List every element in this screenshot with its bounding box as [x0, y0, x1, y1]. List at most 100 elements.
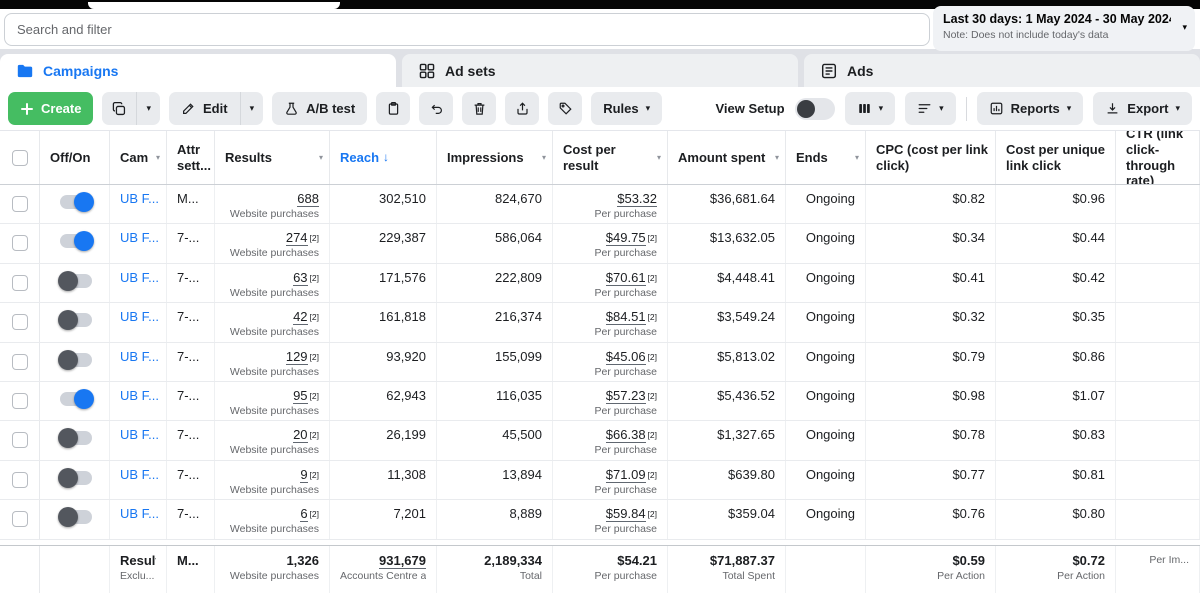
date-range-picker[interactable]: Last 30 days: 1 May 2024 - 30 May 2024 N…	[933, 6, 1195, 51]
duplicate-button[interactable]	[102, 92, 137, 125]
col-header-impressions[interactable]: Impressions ▾	[437, 131, 553, 184]
results-value[interactable]: 274	[285, 230, 308, 247]
edit-dropdown[interactable]: ▾	[239, 92, 264, 125]
col-header-cost-per-result[interactable]: Cost per result ▾	[553, 131, 668, 184]
col-header-reach[interactable]: Reach ↓	[330, 131, 437, 184]
campaign-name-link[interactable]: UB F...	[120, 506, 160, 522]
campaign-name-link[interactable]: UB F...	[120, 387, 160, 403]
rules-button[interactable]: Rules ▾	[591, 92, 663, 125]
select-all-checkbox[interactable]	[11, 149, 28, 166]
row-checkbox[interactable]	[11, 196, 28, 212]
campaign-toggle[interactable]	[58, 467, 92, 488]
export-button[interactable]: Export ▾	[1093, 92, 1192, 125]
col-header-results[interactable]: Results ▾	[215, 131, 330, 184]
chevron-down-icon: ▾	[645, 103, 651, 113]
cpc-cell: $0.41	[866, 263, 996, 303]
results-value[interactable]: 129	[285, 348, 308, 365]
row-checkbox[interactable]	[11, 274, 28, 291]
ctr-cell	[1116, 303, 1200, 342]
row-checkbox[interactable]	[11, 314, 28, 331]
col-header-amount-spent[interactable]: Amount spent ▾	[668, 131, 786, 184]
col-header-cpc[interactable]: CPC (cost per link click)	[866, 131, 996, 184]
delete-button[interactable]	[462, 92, 497, 125]
amount-spent-cell: $13,632.05	[668, 224, 786, 263]
results-value[interactable]: 688	[297, 191, 319, 207]
campaign-name-link[interactable]: UB F...	[120, 466, 160, 482]
row-checkbox[interactable]	[11, 432, 28, 449]
tab-adsets[interactable]: Ad sets	[402, 54, 798, 87]
create-button[interactable]: Create	[8, 92, 94, 125]
row-checkbox[interactable]	[11, 392, 28, 409]
cost-per-result-value[interactable]: $71.09	[605, 466, 646, 483]
totals-attr-cell: M...	[167, 546, 215, 593]
campaign-name-link[interactable]: UB F...	[120, 191, 160, 206]
edit-button[interactable]: Edit	[169, 92, 240, 125]
impressions-value: 116,035	[495, 387, 542, 403]
results-value[interactable]: 6	[300, 506, 308, 523]
undo-button[interactable]	[419, 92, 454, 125]
cpc-cell: $0.79	[866, 342, 996, 381]
tab-campaigns[interactable]: Campaigns	[0, 54, 396, 87]
table-row: UB F... 7-... 129 [2] Website purchases 9…	[0, 342, 1200, 382]
campaign-toggle[interactable]	[58, 349, 92, 370]
reports-button[interactable]: Reports ▾	[976, 92, 1084, 125]
totals-results-cell: 1,326 Website purchases	[215, 546, 330, 593]
results-value[interactable]: 42	[293, 309, 308, 326]
col-header-ctr[interactable]: CTR (link click-through rate)	[1116, 131, 1200, 184]
cost-per-result-value[interactable]: $57.23	[605, 387, 646, 404]
ends-value: Ongoing	[805, 466, 855, 482]
cost-sublabel: Per purchase	[594, 365, 657, 378]
cost-sublabel: Per purchase	[594, 208, 657, 220]
campaign-toggle[interactable]	[60, 231, 94, 252]
campaign-toggle[interactable]	[58, 428, 92, 449]
results-value[interactable]: 20	[293, 427, 308, 444]
row-checkbox[interactable]	[11, 511, 28, 528]
campaign-toggle[interactable]	[58, 310, 92, 331]
campaign-name-link[interactable]: UB F...	[120, 309, 160, 325]
download-icon	[1107, 103, 1118, 114]
row-checkbox[interactable]	[11, 235, 28, 252]
amount-spent-value: $5,813.02	[717, 348, 775, 364]
cost-per-result-value[interactable]: $49.75	[605, 230, 646, 247]
date-range-label: Last 30 days: 1 May 2024 - 30 May 2024	[943, 12, 1171, 26]
cost-per-result-value[interactable]: $66.38	[605, 427, 646, 444]
breakdown-button[interactable]: ▾	[905, 92, 956, 125]
search-input[interactable]	[4, 12, 930, 46]
cost-per-unique-click-cell: $0.83	[996, 421, 1116, 460]
col-header-attribution[interactable]: Attr sett...	[167, 131, 215, 184]
cost-per-result-value[interactable]: $59.84	[605, 506, 646, 523]
col-header-campaign[interactable]: Cam ▾	[110, 131, 167, 184]
campaign-toggle[interactable]	[58, 270, 92, 291]
col-header-ends[interactable]: Ends ▾	[786, 131, 866, 184]
cost-per-result-value[interactable]: $84.51	[605, 309, 646, 326]
ends-value: Ongoing	[805, 506, 855, 522]
amount-spent-value: $1,327.65	[717, 427, 775, 443]
tab-ads[interactable]: Ads	[804, 54, 1200, 87]
ab-test-button[interactable]: A/B test	[272, 92, 368, 125]
duplicate-dropdown[interactable]: ▾	[136, 92, 160, 125]
cost-per-result-value[interactable]: $53.32	[617, 191, 657, 207]
campaign-name-link[interactable]: UB F...	[120, 427, 160, 443]
results-value[interactable]: 63	[293, 269, 308, 286]
paste-button[interactable]	[376, 92, 411, 125]
cost-per-result-value[interactable]: $70.61	[605, 269, 646, 286]
attribution-setting: 7-...	[177, 427, 200, 443]
results-value[interactable]: 9	[300, 466, 308, 483]
cost-per-result-value[interactable]: $45.06	[605, 348, 646, 365]
row-checkbox[interactable]	[11, 471, 28, 488]
columns-button[interactable]: ▾	[844, 92, 896, 125]
campaign-toggle[interactable]	[58, 507, 92, 528]
col-header-cost-per-unique-click[interactable]: Cost per unique link click	[996, 131, 1116, 184]
campaign-toggle[interactable]	[60, 388, 94, 409]
campaign-name-link[interactable]: UB F...	[120, 269, 160, 285]
chevron-down-icon: ▾	[774, 152, 779, 162]
row-checkbox[interactable]	[11, 353, 28, 370]
campaign-name-link[interactable]: UB F...	[120, 230, 160, 246]
share-button[interactable]	[505, 92, 540, 125]
results-value[interactable]: 95	[293, 387, 308, 404]
campaign-name-link[interactable]: UB F...	[120, 348, 160, 364]
tag-button[interactable]	[548, 92, 583, 125]
view-setup-toggle[interactable]	[794, 97, 835, 120]
cost-sublabel: Per purchase	[594, 286, 657, 299]
campaign-toggle[interactable]	[60, 192, 94, 212]
